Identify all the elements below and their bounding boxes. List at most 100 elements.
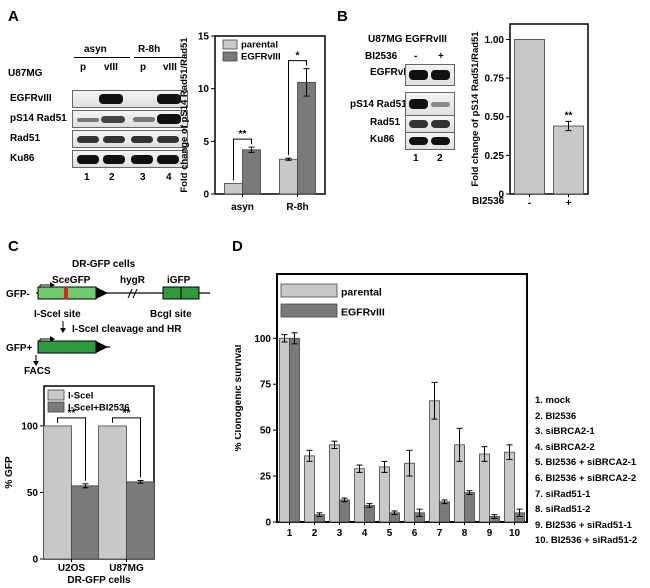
bar bbox=[339, 499, 350, 523]
significance-marker: * bbox=[296, 51, 300, 62]
plot-frame bbox=[214, 35, 326, 195]
blot-b-treatment: BI2536 bbox=[365, 51, 398, 62]
y-tick-label: 0 bbox=[498, 190, 504, 201]
legend-swatch bbox=[47, 401, 65, 413]
panel-label-d: D bbox=[232, 238, 243, 255]
blot-a-lane-tag: p bbox=[80, 62, 87, 73]
bcgi-site-label: BcgI site bbox=[150, 309, 192, 320]
y-tick-label: 50 bbox=[27, 488, 39, 499]
down-arrow-icon bbox=[33, 361, 39, 366]
legend-label: EGFRvIII bbox=[341, 307, 385, 319]
legend-swatch bbox=[222, 39, 238, 50]
bar bbox=[126, 481, 155, 560]
x-tick-label: 7 bbox=[437, 528, 443, 539]
blot-a-group-line bbox=[74, 57, 130, 58]
treatment-key-list: 1. mock 2. BI2536 3. siBRCA2-1 4. siBRCA… bbox=[535, 393, 637, 549]
chart-a: 0 5 10 15 Fold change of pS14 Rad51/Rad51 asy… bbox=[179, 32, 326, 213]
significance-marker: ** bbox=[565, 110, 573, 121]
legend-label: EGFRvIII bbox=[241, 52, 281, 63]
bar bbox=[504, 451, 515, 523]
blot-b-strip bbox=[405, 115, 455, 133]
treatment-key-item: 9. BI2536 + siRad51-1 bbox=[535, 519, 632, 531]
significance-bracket bbox=[233, 138, 252, 181]
bar bbox=[279, 337, 290, 523]
treatment-key-item: 1. mock bbox=[535, 395, 571, 406]
legend-swatch bbox=[222, 51, 238, 62]
panel-label-c: C bbox=[8, 238, 19, 255]
y-tick-label: 0 bbox=[32, 555, 38, 566]
x-tick-label: 1 bbox=[287, 528, 293, 539]
blot-a-group-line bbox=[134, 57, 186, 58]
facs-label: FACS bbox=[24, 366, 51, 375]
significance-bracket bbox=[112, 417, 141, 478]
blot-b-row-label: Ku86 bbox=[370, 134, 395, 145]
y-tick-label: 1.00 bbox=[485, 35, 505, 46]
blot-b-sign: - bbox=[414, 51, 418, 62]
treatment-key-item: 6. BI2536 + siBRCA2-2 bbox=[535, 472, 637, 484]
bar bbox=[354, 468, 365, 523]
bar bbox=[43, 425, 72, 560]
bar bbox=[224, 183, 243, 195]
bar bbox=[71, 485, 100, 560]
legend-swatch bbox=[47, 389, 65, 401]
x-tick-label: 5 bbox=[387, 528, 393, 539]
treatment-key-item: 7. siRad51-1 bbox=[535, 488, 591, 500]
x-tick-label: 8 bbox=[462, 528, 468, 539]
legend-label: I-SceI bbox=[68, 391, 93, 402]
blot-a-lane-number: 2 bbox=[109, 172, 115, 183]
legend-swatch bbox=[280, 303, 338, 318]
y-tick-label: 0 bbox=[265, 518, 271, 529]
step-label: I-SceI cleavage and HR bbox=[72, 324, 182, 335]
treatment-key-item: 2. BI2536 bbox=[535, 410, 577, 422]
legend-label: I-SceI+BI2536 bbox=[68, 403, 130, 414]
x-tick-label: 4 bbox=[362, 528, 368, 539]
blot-b-strip bbox=[405, 64, 455, 86]
blot-a-lane-tag: p bbox=[140, 62, 147, 73]
panel-label-b: B bbox=[337, 8, 348, 25]
blot-a-row-label: Rad51 bbox=[10, 133, 41, 144]
x-tick-label: - bbox=[528, 198, 531, 209]
x-tick-label: 9 bbox=[487, 528, 493, 539]
blot-b-sign: + bbox=[438, 51, 444, 62]
down-arrow-icon bbox=[60, 328, 66, 333]
y-tick-label: 0.25 bbox=[485, 151, 505, 162]
x-tick-label: R-8h bbox=[286, 202, 308, 213]
y-tick-label: 0.75 bbox=[485, 74, 505, 85]
blot-b-row-label: Rad51 bbox=[370, 117, 401, 128]
significance-bracket bbox=[288, 60, 307, 156]
bar bbox=[329, 444, 340, 523]
igfp-label: iGFP bbox=[167, 275, 191, 286]
x-axis-label: BI2536 bbox=[472, 196, 505, 207]
blot-a-group-asyn: asyn bbox=[84, 44, 107, 55]
y-axis-label: Fold change of pS14 Rad51/Rad51 bbox=[470, 31, 481, 187]
x-tick-label: 2 bbox=[312, 528, 318, 539]
blot-b-lane-number: 1 bbox=[413, 153, 419, 164]
blot-a-row-label: EGFRvIII bbox=[10, 93, 52, 104]
blot-a-lane-number: 4 bbox=[166, 172, 172, 183]
plot-frame bbox=[509, 23, 589, 195]
x-tick-label: + bbox=[566, 198, 572, 209]
y-tick-label: 50 bbox=[260, 426, 272, 437]
y-tick-label: 0.50 bbox=[485, 112, 505, 123]
isce-site-marker bbox=[64, 287, 68, 299]
bar bbox=[289, 337, 300, 523]
blot-b-strip bbox=[405, 92, 455, 116]
blot-a-group-r8h: R-8h bbox=[138, 44, 161, 55]
bar bbox=[242, 149, 261, 195]
blot-a-lane-tag: vIII bbox=[104, 62, 118, 73]
blot-b-row-label: EGFRvIII bbox=[370, 67, 412, 78]
blot-a-lane-number: 3 bbox=[140, 172, 146, 183]
treatment-key-item: 4. siBRCA2-2 bbox=[535, 441, 595, 453]
y-tick-label: 75 bbox=[260, 380, 272, 391]
blot-b-strip bbox=[405, 132, 455, 150]
treatment-key-item: 10. BI2536 + siRad51-2 bbox=[535, 535, 638, 547]
blot-a-strip bbox=[72, 150, 188, 168]
y-tick-label: 25 bbox=[260, 472, 272, 483]
x-tick-label: 6 bbox=[412, 528, 418, 539]
blot-a-row-label: Ku86 bbox=[10, 153, 35, 164]
dr-gfp-schematic: DR-GFP cells GFP- SceGFP hygR iGFP I-Sce… bbox=[6, 259, 210, 375]
isce-site-label: I-SceI site bbox=[34, 309, 81, 320]
treatment-key-item: 8. siRad51-2 bbox=[535, 504, 591, 516]
legend-label: parental bbox=[241, 40, 278, 51]
y-axis-label: % Clonogenic survival bbox=[235, 344, 244, 451]
